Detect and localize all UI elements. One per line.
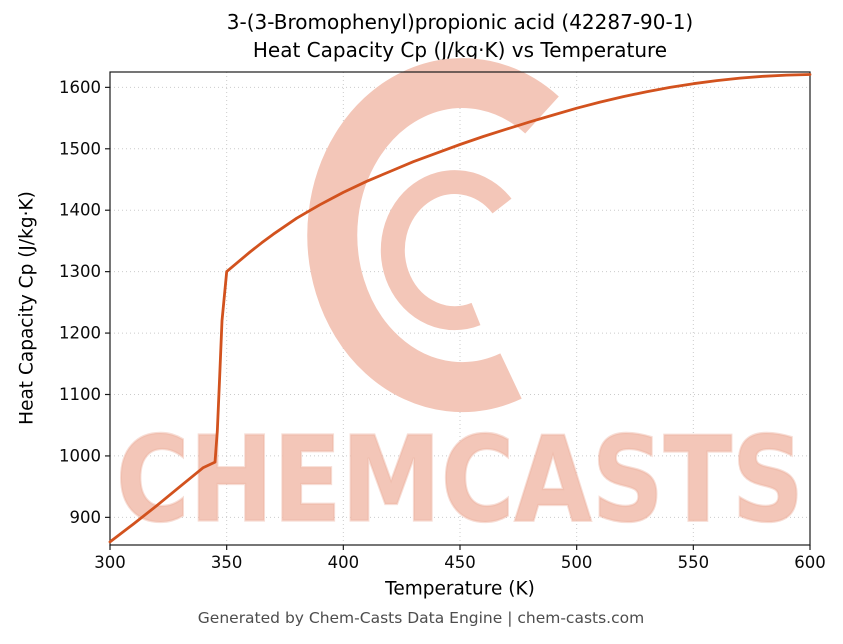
chart-title-line1: 3-(3-Bromophenyl)propionic acid (42287-9… bbox=[226, 10, 694, 34]
y-tick-label: 1500 bbox=[59, 139, 101, 158]
x-tick-label: 400 bbox=[328, 553, 360, 572]
x-tick-label: 450 bbox=[444, 553, 476, 572]
y-tick-label: 900 bbox=[70, 508, 102, 527]
x-tick-label: 350 bbox=[211, 553, 243, 572]
footer-text: Generated by Chem-Casts Data Engine | ch… bbox=[197, 609, 645, 627]
x-tick-label: 550 bbox=[678, 553, 710, 572]
y-tick-label: 1200 bbox=[59, 324, 101, 343]
chart-title: 3-(3-Bromophenyl)propionic acid (42287-9… bbox=[227, 9, 693, 64]
x-tick-label: 600 bbox=[794, 553, 826, 572]
y-tick-label: 1100 bbox=[59, 385, 101, 404]
chart-title-line2: Heat Capacity Cp (J/kg·K) vs Temperature bbox=[252, 37, 668, 62]
x-tick-label: 300 bbox=[94, 553, 126, 572]
y-axis-label: Heat Capacity Cp (J/kg·K) bbox=[16, 191, 38, 425]
x-axis-label: Temperature (K) bbox=[385, 578, 535, 600]
y-tick-label: 1300 bbox=[59, 262, 101, 281]
chemcasts-watermark-text: CHEMCASTS bbox=[116, 410, 804, 548]
chemcasts-logo-c-icon bbox=[307, 58, 559, 413]
axis-ticks bbox=[105, 86, 811, 550]
axis-tick-labels: 300 350 400 450 500 550 600 900 1000 1100 1200 1300… bbox=[59, 78, 826, 572]
cp-curve bbox=[108, 73, 812, 544]
chemcasts-logo-swirl-icon bbox=[380, 170, 512, 331]
x-tick-label: 500 bbox=[561, 553, 593, 572]
chemcasts-watermark: CHEMCASTS bbox=[115, 58, 805, 550]
y-tick-label: 1000 bbox=[59, 446, 101, 465]
y-tick-label: 1600 bbox=[59, 78, 101, 97]
y-tick-label: 1400 bbox=[59, 201, 101, 220]
